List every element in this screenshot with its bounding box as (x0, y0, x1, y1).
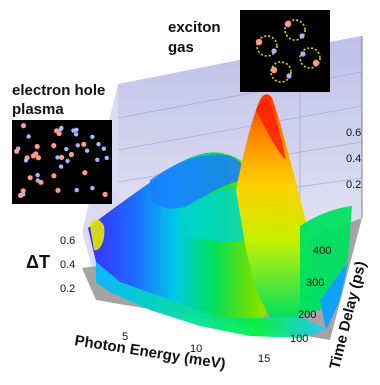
x-tick-15: 15 (258, 353, 270, 365)
hole-particle (82, 170, 88, 176)
electron-particle (26, 134, 31, 139)
hole-particle (59, 154, 65, 160)
z-tick-left-0: 0.6 (60, 235, 75, 247)
surface-front-edge (96, 262, 326, 338)
electron-particle (58, 164, 64, 169)
annotation-exciton-line1: exciton (168, 19, 221, 36)
y-tick-200: 200 (298, 309, 316, 321)
hole-particle (33, 151, 39, 157)
z-tick-right-0: 0.6 (346, 127, 361, 139)
x-tick-5: 5 (122, 331, 128, 343)
electron-particle (21, 192, 26, 197)
x-axis-label: Photon Energy (meV) (73, 332, 226, 373)
electron-particle (64, 146, 69, 152)
hole-particle (20, 123, 27, 129)
hole-particle (51, 143, 57, 149)
hole-particle (81, 141, 87, 147)
plasma-inset (12, 120, 112, 204)
electron-particle (75, 143, 81, 148)
z-tick-right-1: 0.4 (346, 153, 361, 165)
electron-particle (23, 158, 29, 163)
electron-particle (58, 126, 64, 132)
z-tick-right-2: 0.2 (346, 179, 361, 191)
exciton-ridge (236, 94, 316, 318)
z-tick-left-2: 0.2 (60, 283, 75, 295)
annotation-exciton-line2: gas (168, 39, 194, 56)
electron-particle (71, 128, 76, 133)
electron-particle (65, 158, 70, 164)
annotation-plasma-line2: plasma (12, 101, 64, 118)
electron-particle (73, 132, 79, 137)
z-tick-left-1: 0.4 (60, 259, 75, 271)
hole-particle (51, 173, 57, 179)
electron-particle (55, 155, 60, 160)
hole-particle (56, 130, 62, 137)
hole-particle (35, 155, 42, 161)
y-tick-300: 300 (306, 277, 324, 289)
electron-particle (96, 141, 101, 147)
surface-mound (150, 154, 248, 209)
hole-particle (34, 143, 40, 150)
electron-particle (95, 157, 100, 162)
hole-particle (38, 179, 44, 185)
surface-mound-cyan (180, 186, 252, 242)
y-tick-100: 100 (290, 333, 308, 345)
z-axis-label: ΔT (26, 252, 50, 272)
hole-particle (68, 151, 75, 158)
electron-particle (90, 134, 95, 139)
hole-particle (27, 175, 33, 181)
exciton-inset (240, 10, 330, 92)
electron-particle (74, 187, 79, 193)
annotation-plasma-line1: electron hole (12, 82, 105, 99)
hole-particle (20, 188, 26, 194)
hole-particle (55, 187, 61, 193)
electron-particle (104, 155, 109, 161)
electron-particle (35, 172, 40, 178)
exciton-ridge-crest (256, 99, 286, 160)
surface-right-flank (300, 206, 352, 316)
electron-particle (101, 146, 107, 151)
hole-particle (102, 191, 108, 197)
y-tick-400: 400 (313, 245, 331, 257)
x-tick-10: 10 (190, 343, 202, 355)
electron-particle (90, 185, 95, 191)
surface-shoulder (90, 219, 105, 251)
electron-particle (84, 148, 90, 153)
surface-right-edge (320, 262, 348, 330)
hole-particle (14, 148, 20, 154)
